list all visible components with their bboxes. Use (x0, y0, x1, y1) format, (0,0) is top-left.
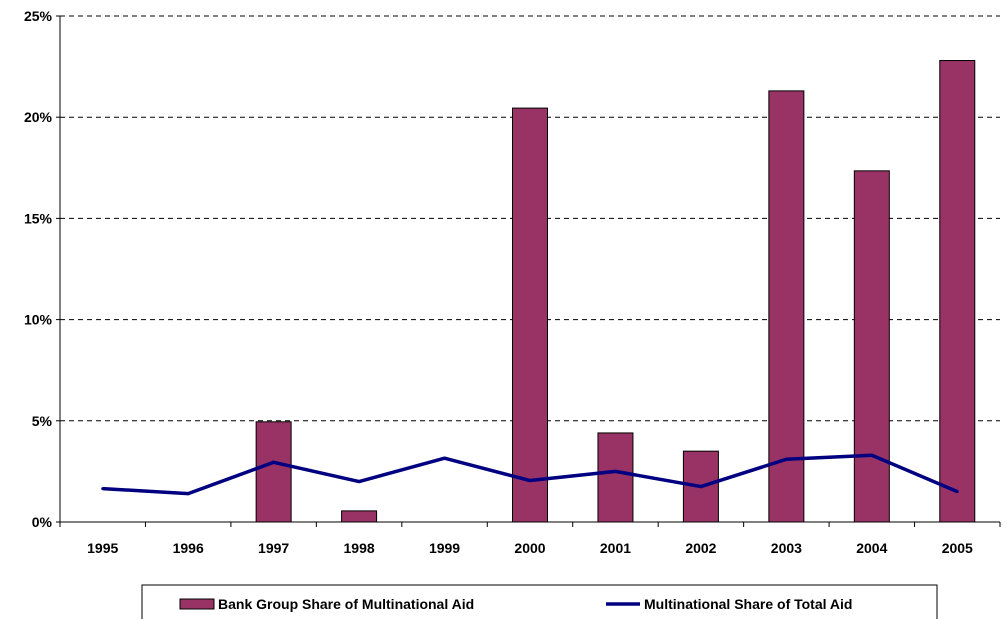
x-tick-label: 1995 (87, 540, 118, 556)
y-tick-label: 25% (24, 8, 53, 24)
bar (341, 510, 378, 523)
y-tick-label: 20% (24, 109, 53, 125)
line-series-group (101, 453, 959, 496)
bar (597, 432, 634, 523)
legend-label-bar: Bank Group Share of Multinational Aid (218, 596, 474, 612)
y-tick-label: 5% (32, 413, 53, 429)
bar (853, 170, 890, 523)
y-tick-labels: 0% 5% 10% 15% 20% 25% (24, 8, 53, 530)
x-tick-label: 2005 (942, 540, 973, 556)
line-point (357, 480, 361, 484)
line-point (870, 453, 874, 457)
line-point (528, 479, 532, 483)
y-tick-label: 10% (24, 312, 53, 328)
x-tick-label: 2001 (600, 540, 631, 556)
x-tick-labels: 1995 1996 1997 1998 1999 2000 2001 2002 2003 2004… (87, 540, 973, 556)
line-point (955, 490, 959, 494)
x-tick-label: 2002 (685, 540, 716, 556)
bar (255, 421, 292, 523)
x-tick-label: 1997 (258, 540, 289, 556)
bars-group (255, 60, 976, 523)
bar (939, 60, 976, 523)
y-tick-label: 15% (24, 210, 53, 226)
line-point (272, 460, 276, 464)
axes (59, 16, 1000, 523)
legend-box (141, 584, 938, 619)
x-tick-label: 1996 (173, 540, 204, 556)
legend: Bank Group Share of Multinational Aid Mu… (141, 584, 938, 619)
x-tick-label: 1999 (429, 540, 460, 556)
bar (768, 90, 805, 523)
bar (512, 107, 548, 523)
x-tick-label: 1998 (344, 540, 375, 556)
line-point (784, 457, 788, 461)
line-point (613, 469, 617, 473)
x-tick-label: 2003 (771, 540, 802, 556)
line-point (186, 492, 190, 496)
y-tick-label: 0% (32, 514, 53, 530)
x-tick-label: 2000 (514, 540, 545, 556)
x-tick-label: 2004 (856, 540, 887, 556)
line-point (443, 456, 447, 460)
line-point (699, 485, 703, 489)
legend-swatch-bar (179, 598, 215, 610)
legend-label-line: Multinational Share of Total Aid (644, 596, 852, 612)
line-point (101, 487, 105, 491)
